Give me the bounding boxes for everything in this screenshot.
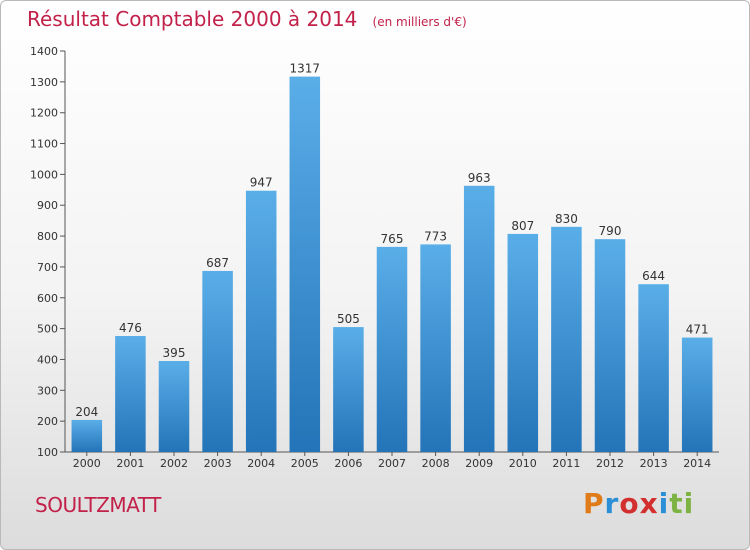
bar-2012: [594, 239, 626, 452]
logo-letter: t: [669, 487, 684, 520]
x-tick-label-2008: 2008: [422, 457, 450, 470]
data-label-2008: 773: [424, 229, 447, 243]
data-label-2007: 765: [381, 232, 404, 246]
x-tick-label-2013: 2013: [640, 457, 668, 470]
logo-letter: P: [583, 487, 605, 520]
data-label-2014: 471: [686, 323, 709, 337]
y-tick-label: 200: [37, 415, 58, 428]
logo-letter: i: [658, 487, 670, 520]
y-tick-label: 1200: [30, 107, 58, 120]
y-tick-label: 500: [37, 323, 58, 336]
data-label-2004: 947: [250, 176, 273, 190]
bar-2006: [333, 327, 364, 452]
bar-2003: [202, 270, 233, 452]
x-tick-label-2014: 2014: [683, 457, 711, 470]
bar-2013: [638, 284, 669, 452]
proxiti-logo: Proxiti: [583, 487, 694, 520]
x-tick-label-2004: 2004: [247, 457, 275, 470]
data-label-2002: 395: [163, 346, 186, 360]
logo-letter: i: [683, 487, 695, 520]
logo-letter: r: [604, 487, 620, 520]
y-tick-label: 600: [37, 292, 58, 305]
commune-name: SOULTZMATT: [35, 493, 161, 517]
data-label-2013: 644: [642, 269, 665, 283]
y-tick-label: 1400: [30, 45, 58, 58]
x-tick-label-2002: 2002: [160, 457, 188, 470]
x-tick-label-2000: 2000: [73, 457, 101, 470]
y-tick-label: 1000: [30, 168, 58, 181]
y-tick-label: 900: [37, 199, 58, 212]
x-tick-label-2007: 2007: [378, 457, 406, 470]
data-label-2000: 204: [75, 405, 98, 419]
chart-title: Résultat Comptable 2000 à 2014: [27, 7, 358, 31]
data-label-2012: 790: [599, 224, 622, 238]
y-axis: 100 200 300 400 500 600 700 800 900 1000 1100 1200 1…: [30, 45, 66, 459]
x-tick-label-2010: 2010: [509, 457, 537, 470]
data-labels: 204 476 395 687 947 1317 505 765 773 963 807 830 790…: [75, 62, 708, 419]
bar-2001: [115, 336, 146, 452]
bar-2002: [158, 361, 190, 452]
x-tick-label-2001: 2001: [116, 457, 144, 470]
x-tick-label-2005: 2005: [291, 457, 319, 470]
data-label-2010: 807: [511, 219, 534, 233]
bar-2004: [245, 190, 277, 452]
data-label-2003: 687: [206, 256, 229, 270]
y-tick-label: 1300: [30, 76, 58, 89]
bar-2010: [507, 233, 539, 452]
x-axis: 2000 2001 2002 2003 2004 2005 2006 2007 2008 2009…: [65, 451, 719, 470]
y-tick-label: 100: [37, 446, 58, 459]
bars: [71, 76, 713, 453]
data-label-2001: 476: [119, 321, 142, 335]
y-tick-label: 800: [37, 230, 58, 243]
x-tick-label-2009: 2009: [465, 457, 493, 470]
data-label-2006: 505: [337, 312, 360, 326]
y-tick-label: 1100: [30, 138, 58, 151]
bar-2011: [551, 226, 582, 452]
logo-letter: x: [639, 487, 659, 520]
chart-subtitle: (en milliers d'€): [372, 15, 467, 29]
bar-2009: [463, 185, 495, 452]
x-tick-label-2003: 2003: [204, 457, 232, 470]
y-tick-label: 400: [37, 353, 58, 366]
data-label-2011: 830: [555, 212, 578, 226]
bar-2014: [681, 337, 713, 452]
x-tick-label-2006: 2006: [334, 457, 362, 470]
bar-2000: [71, 419, 103, 452]
bar-2005: [289, 76, 321, 453]
bar-2007: [376, 246, 408, 452]
y-tick-label: 300: [37, 384, 58, 397]
chart-title-block: Résultat Comptable 2000 à 2014 (en milli…: [27, 7, 467, 31]
x-tick-label-2011: 2011: [552, 457, 580, 470]
data-label-2009: 963: [468, 171, 491, 185]
data-label-2005: 1317: [290, 62, 321, 76]
y-tick-label: 700: [37, 261, 58, 274]
logo-letter: o: [619, 487, 640, 520]
bar-2008: [420, 244, 451, 452]
x-tick-label-2012: 2012: [596, 457, 624, 470]
